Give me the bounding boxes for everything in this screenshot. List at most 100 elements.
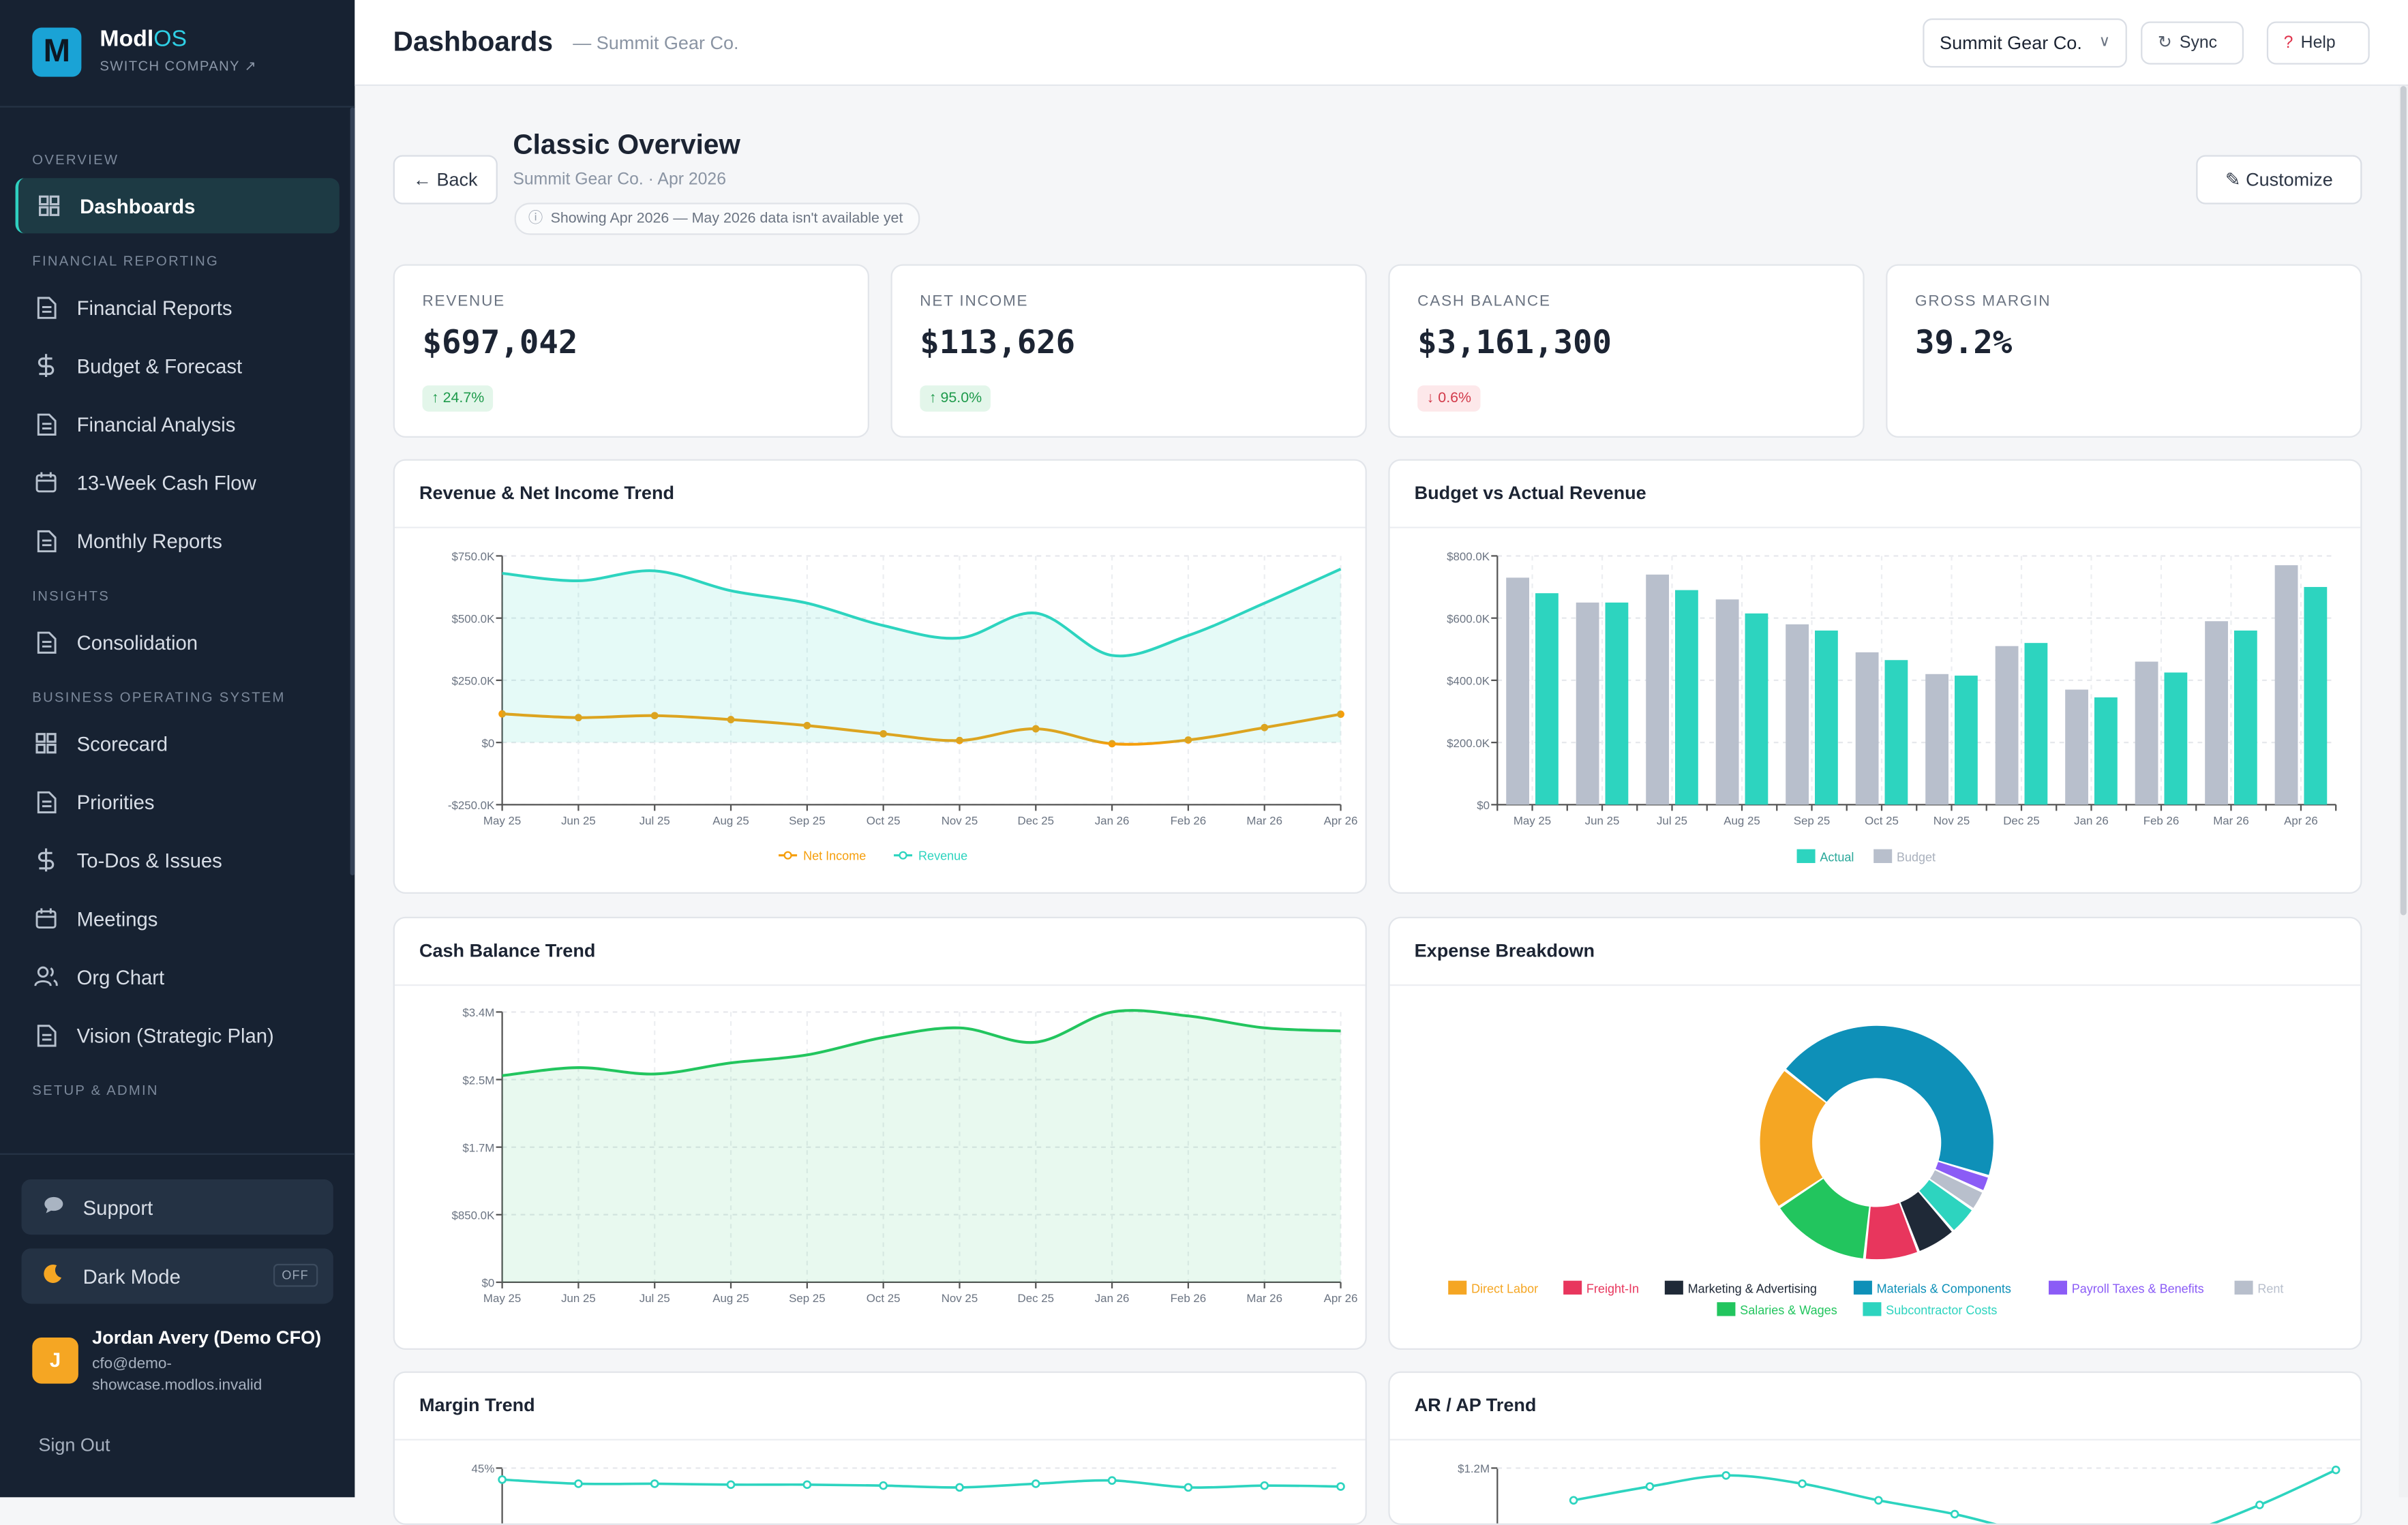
series-line bbox=[502, 567, 1342, 658]
data-point bbox=[1721, 1470, 1731, 1480]
sidebar-item-vision-strategic-plan[interactable]: Vision (Strategic Plan) bbox=[16, 1008, 340, 1063]
legend-label: Salaries & Wages bbox=[1740, 1303, 1837, 1317]
sidebar-item-label: Consolidation bbox=[76, 630, 198, 654]
y-tick-label: $850.0K bbox=[451, 1209, 495, 1222]
sidebar-item-meetings[interactable]: Meetings bbox=[16, 891, 340, 946]
sidebar-item-to-dos-issues[interactable]: To-Dos & Issues bbox=[16, 832, 340, 888]
y-tick-label: 45% bbox=[472, 1462, 495, 1475]
kpi-change-badge: ↑ 24.7% bbox=[422, 385, 494, 412]
divider bbox=[394, 526, 1366, 528]
bar-actual bbox=[1605, 602, 1629, 805]
series-line bbox=[502, 1009, 1341, 1077]
sidebar-item-org-chart[interactable]: Org Chart bbox=[16, 949, 340, 1004]
sidebar-item-label: Financial Reports bbox=[76, 295, 232, 319]
sidebar-scrollbar[interactable] bbox=[350, 107, 355, 875]
sync-button[interactable]: ↻ Sync bbox=[2141, 21, 2244, 65]
bar-actual bbox=[1815, 630, 1838, 805]
sidebar-item-dashboards[interactable]: Dashboards bbox=[15, 178, 340, 234]
data-point bbox=[2255, 1500, 2264, 1509]
data-point bbox=[1874, 1496, 1883, 1505]
chart-card-budget-vs-actual: Budget vs Actual Revenue $800.0K $600.0K $… bbox=[1388, 459, 2362, 894]
top-bar: Dashboards — Summit Gear Co. Summit Gear… bbox=[355, 0, 2408, 87]
x-tick-label: Mar 26 bbox=[1246, 1292, 1282, 1305]
x-tick-label: Apr 26 bbox=[1324, 1292, 1358, 1305]
data-point bbox=[1184, 1483, 1193, 1492]
y-tick-label: $600.0K bbox=[1447, 612, 1490, 625]
pie-slice bbox=[1786, 1025, 1993, 1175]
pie-slice bbox=[1780, 1179, 1869, 1258]
data-point bbox=[726, 1480, 736, 1490]
legend-swatch bbox=[1853, 1280, 1872, 1295]
sidebar-item-13-week-cash-flow[interactable]: 13-Week Cash Flow bbox=[16, 455, 340, 510]
main-scrollbar-thumb[interactable] bbox=[2400, 86, 2407, 916]
chart-title: Cash Balance Trend bbox=[419, 939, 596, 962]
legend-swatch bbox=[1664, 1280, 1683, 1295]
bar-budget bbox=[2205, 621, 2228, 805]
kpi-card-revenue: REVENUE $697,042 ↑ 24.7% bbox=[393, 264, 869, 438]
back-button[interactable]: ← Back bbox=[393, 155, 498, 205]
x-tick-label: Apr 26 bbox=[2284, 815, 2318, 828]
data-point bbox=[802, 1480, 812, 1490]
data-note-text: Showing Apr 2026 — May 2026 data isn't a… bbox=[550, 210, 903, 228]
x-tick-label: Aug 25 bbox=[712, 815, 749, 828]
data-point bbox=[1337, 710, 1344, 719]
data-point bbox=[1261, 723, 1269, 731]
sidebar-item-consolidation[interactable]: Consolidation bbox=[16, 614, 340, 669]
dollar-icon bbox=[34, 847, 59, 872]
chart-legend: Net Income Revenue bbox=[779, 849, 967, 862]
moon-icon bbox=[43, 1264, 67, 1288]
legend-label: Net Income bbox=[803, 849, 866, 862]
main-scrollbar[interactable] bbox=[2398, 86, 2408, 1498]
kpi-label: CASH BALANCE bbox=[1417, 293, 1551, 311]
y-tick-label: $0 bbox=[482, 1277, 495, 1290]
nav-section-heading: INSIGHTS bbox=[32, 588, 110, 604]
customize-button[interactable]: ✎ Customize bbox=[2196, 155, 2362, 205]
data-point bbox=[1032, 725, 1040, 733]
cash-balance-chart: $3.4M $2.5M $1.7M $850.0K $0 May 25 Jun 25 Jul … bbox=[451, 1006, 1358, 1305]
sidebar-item-budget-forecast[interactable]: Budget & Forecast bbox=[16, 338, 340, 393]
y-tick-label: $3.4M bbox=[462, 1006, 494, 1019]
x-tick-label: Aug 25 bbox=[712, 1292, 749, 1305]
calendar-icon bbox=[34, 470, 59, 494]
kpi-card-net-income: NET INCOME $113,626 ↑ 95.0% bbox=[890, 264, 1367, 438]
dark-mode-state: OFF bbox=[272, 1263, 318, 1287]
kpi-label: GROSS MARGIN bbox=[1914, 293, 2051, 311]
company-select[interactable]: Summit Gear Co. ∨ bbox=[1923, 18, 2127, 68]
sidebar-item-scorecard[interactable]: Scorecard bbox=[16, 716, 340, 771]
brand[interactable]: M ModlOS SWITCH COMPANY ↗ bbox=[0, 0, 355, 108]
chat-icon bbox=[43, 1196, 67, 1219]
data-point bbox=[1107, 1476, 1117, 1485]
kpi-label: NET INCOME bbox=[920, 293, 1029, 311]
support-button[interactable]: Support bbox=[21, 1179, 333, 1235]
sign-out-link[interactable]: Sign Out bbox=[38, 1434, 110, 1456]
data-point bbox=[1569, 1496, 1578, 1505]
data-point bbox=[879, 729, 888, 738]
sidebar-item-label: Org Chart bbox=[76, 965, 165, 988]
question-icon: ? bbox=[2283, 33, 2293, 52]
x-tick-label: Sep 25 bbox=[1794, 815, 1830, 828]
expense-breakdown-chart: Direct Labor Freight-In Marketing & Advert… bbox=[1448, 1025, 2283, 1317]
data-point bbox=[727, 716, 735, 723]
pie-slice bbox=[1919, 1179, 1972, 1230]
x-tick-label: Feb 26 bbox=[2143, 815, 2180, 828]
pie-slice bbox=[1929, 1170, 1983, 1209]
bar-budget bbox=[2135, 661, 2158, 805]
x-tick-label: May 25 bbox=[483, 815, 521, 828]
help-button[interactable]: ? Help bbox=[2266, 21, 2370, 65]
switch-company-link[interactable]: SWITCH COMPANY ↗ bbox=[100, 58, 257, 74]
x-tick-label: Sep 25 bbox=[789, 815, 825, 828]
sidebar-item-financial-analysis[interactable]: Financial Analysis bbox=[16, 396, 340, 451]
chart-title: Budget vs Actual Revenue bbox=[1414, 482, 1646, 504]
kpi-card-gross-margin: GROSS MARGIN 39.2% bbox=[1886, 264, 2362, 438]
x-tick-label: Jun 25 bbox=[561, 1292, 596, 1305]
legend-label: Actual bbox=[1820, 851, 1854, 864]
legend-label: Budget bbox=[1897, 851, 1936, 864]
x-tick-label: Jul 25 bbox=[639, 1292, 670, 1305]
chart-title: Margin Trend bbox=[419, 1394, 535, 1416]
chart-title: AR / AP Trend bbox=[1414, 1394, 1537, 1416]
dark-mode-toggle[interactable]: Dark Mode OFF bbox=[21, 1248, 333, 1304]
sidebar-item-monthly-reports[interactable]: Monthly Reports bbox=[16, 513, 340, 568]
sidebar-item-priorities[interactable]: Priorities bbox=[16, 774, 340, 829]
y-tick-label: $2.5M bbox=[462, 1074, 494, 1087]
sidebar-item-financial-reports[interactable]: Financial Reports bbox=[16, 280, 340, 335]
